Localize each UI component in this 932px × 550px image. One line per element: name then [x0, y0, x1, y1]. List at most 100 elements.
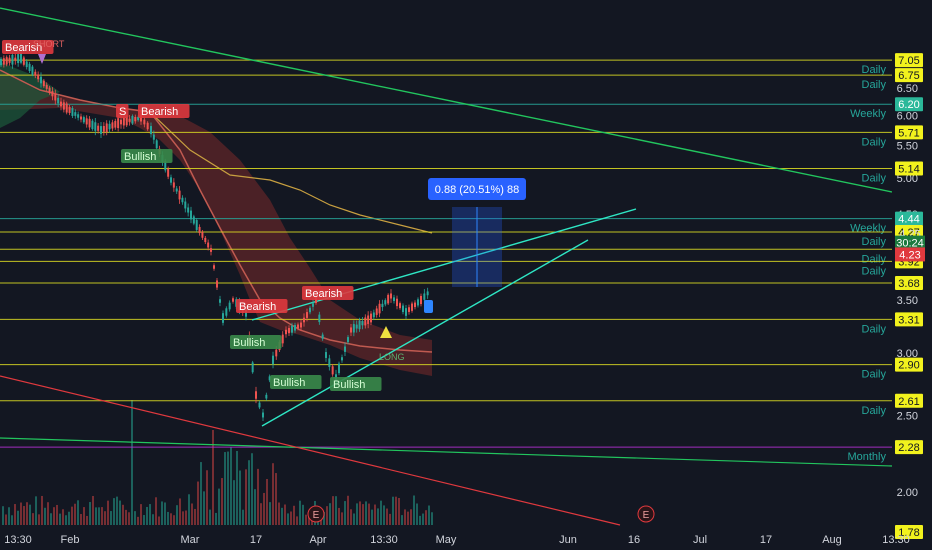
- volume-bar: [191, 503, 193, 525]
- candle-body: [355, 324, 358, 329]
- candle-body: [291, 325, 293, 333]
- time-tick: 13:30: [882, 534, 910, 546]
- volume-bar: [386, 508, 388, 525]
- candle-body: [34, 71, 37, 76]
- candle-body: [275, 349, 278, 357]
- volume-bar: [182, 511, 184, 525]
- signal-label: Bullish: [333, 379, 365, 391]
- volume-bar: [128, 512, 130, 525]
- candle-body: [328, 358, 331, 367]
- candle-body: [190, 210, 192, 220]
- volume-bar: [158, 516, 160, 525]
- time-tick: Aug: [822, 534, 842, 546]
- volume-bar: [161, 501, 163, 525]
- volume-bar: [230, 447, 232, 525]
- candle-body: [338, 363, 340, 374]
- wedge-upper-line: [251, 208, 637, 321]
- volume-bar: [137, 516, 139, 525]
- level-price-value: 5.14: [898, 163, 919, 175]
- level-label: Daily: [862, 136, 887, 148]
- volume-bar: [404, 509, 406, 525]
- level-price-tag: [895, 97, 923, 112]
- volume-bar: [143, 515, 145, 525]
- volume-bar: [77, 500, 79, 525]
- candle-body: [192, 216, 195, 224]
- candle-body: [204, 237, 207, 243]
- candle-body: [361, 321, 364, 326]
- candle-body: [219, 299, 221, 303]
- level-price-tag: [895, 125, 923, 140]
- candle-body: [94, 122, 97, 131]
- level-price-value: 2.61: [898, 396, 919, 408]
- volume-bar: [275, 473, 277, 525]
- candle-body: [331, 366, 334, 375]
- candle-body: [0, 58, 2, 66]
- level-price-value: 7.05: [898, 55, 919, 67]
- candle-body: [411, 303, 413, 311]
- volume-bar: [62, 509, 64, 525]
- candle-body: [122, 117, 125, 126]
- price-tick: 3.50: [897, 295, 918, 307]
- level-label: Daily: [862, 64, 887, 76]
- volume-bars: [2, 400, 433, 525]
- volume-bar: [17, 510, 19, 525]
- candle-body: [232, 298, 234, 302]
- level-label: Daily: [862, 323, 887, 335]
- candle-body: [387, 294, 390, 304]
- measure-box: 0.88 (20.51%) 88: [428, 178, 526, 287]
- candle-body: [417, 299, 419, 306]
- candle-body: [262, 412, 264, 418]
- short-arrow-icon: [38, 54, 46, 64]
- candle-body: [297, 324, 299, 329]
- candle-body: [281, 334, 284, 344]
- price-tick: 6.50: [897, 83, 918, 95]
- signal-label: Bearish: [5, 42, 42, 54]
- axis-background: [892, 0, 932, 550]
- volume-bar: [323, 511, 325, 525]
- time-tick: 17: [760, 534, 772, 546]
- candle-body: [54, 93, 57, 101]
- candle-body: [408, 307, 410, 312]
- volume-bar: [347, 495, 349, 525]
- wedge-lower-line: [261, 239, 589, 427]
- volume-bar: [212, 430, 214, 525]
- candle-body: [370, 313, 372, 323]
- candle-body: [114, 120, 117, 128]
- candle-body: [102, 126, 105, 132]
- measure-label-bg: [428, 178, 526, 200]
- candle-body: [57, 97, 60, 104]
- time-tick: Jun: [559, 534, 577, 546]
- volume-bar: [305, 514, 307, 525]
- time-tick: 16: [628, 534, 640, 546]
- volume-bar: [290, 511, 292, 525]
- candle-body: [195, 220, 198, 230]
- level-price-tag: [895, 312, 923, 327]
- ribbon-red: [0, 70, 432, 376]
- signal-label: LONG: [379, 352, 405, 362]
- volume-bar: [83, 507, 85, 525]
- volume-bar: [35, 496, 37, 525]
- volume-bar: [383, 505, 385, 525]
- candle-body: [384, 300, 387, 305]
- volume-bar: [110, 511, 112, 525]
- volume-bar: [338, 507, 340, 525]
- candle-body: [288, 328, 290, 334]
- volume-bar: [428, 505, 430, 525]
- candle-body: [375, 308, 378, 315]
- volume-bar: [233, 480, 235, 525]
- volume-bar: [410, 509, 412, 525]
- candle-body: [414, 302, 416, 308]
- candle-body: [82, 117, 85, 123]
- price-tick: 5.50: [897, 140, 918, 152]
- volume-bar: [218, 488, 220, 525]
- volume-bar: [206, 470, 208, 525]
- candle-body: [91, 120, 94, 130]
- volume-bar: [209, 509, 211, 525]
- volume-bar: [119, 500, 121, 525]
- volume-bar: [131, 400, 133, 525]
- level-price-value: 5.71: [898, 127, 919, 139]
- signal-badge: [230, 335, 282, 349]
- volume-bar: [296, 516, 298, 525]
- measure-label: 0.88 (20.51%) 88: [435, 184, 519, 196]
